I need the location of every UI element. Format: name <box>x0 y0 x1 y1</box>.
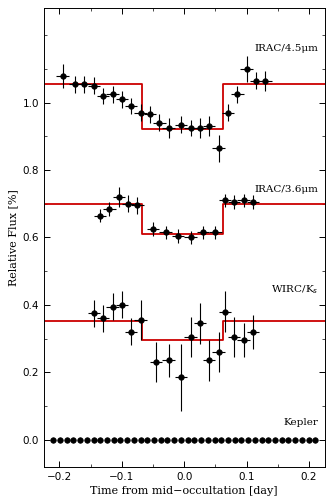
X-axis label: Time from mid−occultation [day]: Time from mid−occultation [day] <box>91 486 278 495</box>
Text: IRAC/3.6μm: IRAC/3.6μm <box>254 185 318 194</box>
Y-axis label: Relative Flux [%]: Relative Flux [%] <box>8 189 18 286</box>
Text: WIRC/K$_s$: WIRC/K$_s$ <box>271 283 318 296</box>
Text: IRAC/4.5μm: IRAC/4.5μm <box>254 44 318 53</box>
Text: Kepler: Kepler <box>284 418 318 427</box>
